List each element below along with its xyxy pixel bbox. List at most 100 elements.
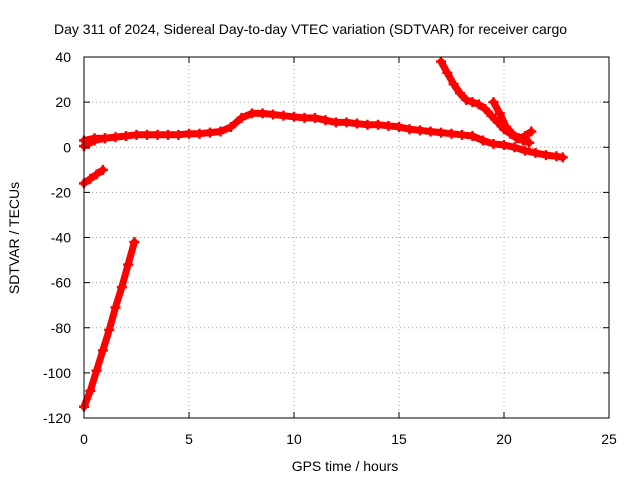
data-point xyxy=(488,138,499,149)
data-point xyxy=(448,79,459,90)
data-point xyxy=(467,97,478,108)
data-point xyxy=(152,129,163,140)
data-point xyxy=(461,94,472,105)
x-tick-label: 25 xyxy=(601,431,617,447)
y-tick-label: -80 xyxy=(51,320,71,336)
data-point xyxy=(394,121,404,132)
series-steep-rise xyxy=(79,237,140,412)
data-point xyxy=(454,88,465,99)
data-point xyxy=(320,115,331,126)
data-point xyxy=(352,118,362,129)
data-point xyxy=(541,150,551,161)
x-tick-label: 5 xyxy=(185,431,193,447)
x-tick-label: 20 xyxy=(496,431,512,447)
data-point xyxy=(557,152,568,163)
data-point xyxy=(116,282,127,293)
tick-labels: 0 5 10 15 20 25 40 20 0 -20 -40 -60 -80 -100 -120 xyxy=(43,49,617,447)
data-point xyxy=(97,345,108,356)
data-point xyxy=(478,135,488,146)
data-point xyxy=(446,128,457,139)
data-point xyxy=(215,126,226,137)
series-main-band xyxy=(79,108,568,163)
axis-ticks xyxy=(83,56,610,419)
grid-lines xyxy=(84,57,609,418)
x-tick-label: 15 xyxy=(391,431,407,447)
chart-title: Day 311 of 2024, Sidereal Day-to-day VTE… xyxy=(54,21,567,37)
data-point xyxy=(494,108,505,119)
data-point xyxy=(520,130,530,141)
data-point xyxy=(415,125,425,136)
y-tick-label: 40 xyxy=(55,49,71,65)
data-point xyxy=(341,117,352,128)
series-trace xyxy=(80,166,107,187)
data-point xyxy=(373,119,383,130)
data-point xyxy=(362,119,373,130)
series-short-arc xyxy=(79,164,108,189)
data-point xyxy=(89,135,100,146)
plot-frame xyxy=(83,56,610,419)
data-point xyxy=(331,117,341,128)
y-tick-label: -120 xyxy=(43,410,71,426)
data-point xyxy=(509,142,520,153)
x-tick-label: 0 xyxy=(80,431,88,447)
data-point xyxy=(513,133,524,144)
y-tick-label: 0 xyxy=(63,139,71,155)
data-point xyxy=(442,67,453,78)
data-point xyxy=(299,112,310,123)
data-point xyxy=(184,128,194,139)
series-trace xyxy=(80,238,138,411)
data-point xyxy=(436,127,446,138)
data-point xyxy=(110,132,121,143)
data-point xyxy=(110,302,121,313)
data-point xyxy=(520,145,530,156)
data-point xyxy=(457,129,467,140)
data-point xyxy=(488,97,499,108)
y-tick-label: -60 xyxy=(51,275,71,291)
data-point xyxy=(473,99,484,110)
data-point xyxy=(278,110,289,121)
data-point xyxy=(97,164,108,175)
data-point xyxy=(205,127,215,138)
y-tick-label: -40 xyxy=(51,230,71,246)
data-point xyxy=(173,129,184,140)
y-tick-label: 20 xyxy=(55,94,71,110)
data-point xyxy=(104,325,115,336)
data-point xyxy=(530,147,541,158)
data-points xyxy=(79,56,568,412)
data-point xyxy=(226,121,236,132)
data-point xyxy=(425,126,436,137)
data-point xyxy=(91,169,102,180)
data-point xyxy=(129,237,140,248)
data-point xyxy=(194,128,205,139)
y-tick-label: -20 xyxy=(51,184,71,200)
data-point xyxy=(404,124,415,135)
data-point xyxy=(524,137,535,148)
data-point xyxy=(85,385,96,396)
data-point xyxy=(121,130,131,141)
data-point xyxy=(91,365,102,376)
data-point xyxy=(163,129,173,140)
y-tick-label: -100 xyxy=(43,365,71,381)
data-point xyxy=(507,128,518,139)
data-point xyxy=(526,126,537,137)
data-point xyxy=(268,109,278,120)
data-point xyxy=(247,108,257,119)
x-axis-label: GPS time / hours xyxy=(292,458,399,474)
data-point xyxy=(499,139,509,150)
data-point xyxy=(100,133,110,144)
series-descending-arc-2 xyxy=(488,97,537,144)
data-point xyxy=(486,110,497,121)
x-tick-label: 10 xyxy=(286,431,302,447)
data-point xyxy=(236,112,247,123)
data-point xyxy=(467,130,478,141)
data-point xyxy=(257,108,268,119)
data-point xyxy=(289,111,299,122)
data-point xyxy=(436,56,446,67)
data-point xyxy=(480,103,491,114)
data-point xyxy=(131,129,142,140)
data-point xyxy=(142,129,152,140)
data-point xyxy=(85,173,96,184)
data-point xyxy=(501,121,512,132)
data-point xyxy=(123,259,134,270)
